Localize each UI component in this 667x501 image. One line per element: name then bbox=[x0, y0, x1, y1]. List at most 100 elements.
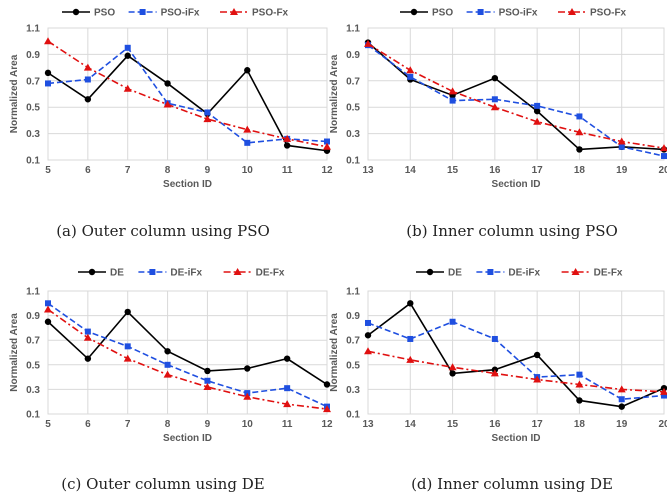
legend-label: PSO-iFx bbox=[161, 8, 200, 19]
data-point bbox=[661, 153, 667, 160]
y-axis-label: Normalized Area bbox=[329, 54, 340, 133]
x-tick-label: 8 bbox=[165, 165, 171, 176]
y-tick-label: 0.3 bbox=[26, 129, 40, 140]
x-tick-label: 20 bbox=[658, 419, 667, 430]
legend-marker bbox=[149, 269, 156, 275]
data-point bbox=[618, 143, 625, 150]
y-tick-label: 1.1 bbox=[26, 287, 40, 298]
data-point bbox=[83, 63, 92, 71]
data-point bbox=[491, 96, 498, 103]
data-point bbox=[576, 397, 583, 404]
y-tick-label: 1.1 bbox=[346, 24, 360, 35]
data-point bbox=[164, 361, 171, 368]
data-point bbox=[164, 348, 171, 355]
x-axis-label: Section ID bbox=[492, 179, 541, 190]
series-pso-fx bbox=[44, 37, 331, 150]
data-point bbox=[45, 300, 51, 307]
data-point bbox=[618, 396, 625, 403]
series-line bbox=[367, 41, 665, 151]
data-point bbox=[283, 400, 292, 408]
y-axis-label: Normalized Area bbox=[9, 313, 20, 392]
series-line bbox=[367, 350, 665, 393]
x-tick-label: 5 bbox=[45, 165, 51, 176]
data-point bbox=[365, 319, 371, 326]
legend-marker bbox=[233, 268, 242, 275]
y-tick-label: 1.1 bbox=[346, 287, 360, 298]
data-point bbox=[84, 355, 92, 362]
legend-marker bbox=[477, 9, 484, 15]
legend-label: DE-Fx bbox=[594, 268, 623, 279]
y-tick-label: 0.9 bbox=[346, 50, 360, 61]
data-point bbox=[244, 67, 251, 74]
data-point bbox=[44, 69, 52, 77]
data-point bbox=[284, 385, 291, 392]
data-point bbox=[617, 385, 626, 393]
legend-marker bbox=[139, 9, 146, 15]
x-tick-label: 10 bbox=[242, 419, 254, 430]
data-point bbox=[45, 80, 51, 87]
data-point bbox=[164, 80, 171, 87]
series-line bbox=[47, 310, 328, 386]
data-point bbox=[407, 73, 414, 80]
data-point bbox=[124, 343, 131, 350]
data-point bbox=[324, 138, 330, 145]
series-line bbox=[47, 46, 328, 144]
y-tick-label: 0.3 bbox=[346, 385, 360, 396]
data-point bbox=[490, 369, 499, 377]
data-point bbox=[323, 405, 331, 413]
figure-caption: (d) Inner column using DE bbox=[411, 475, 613, 493]
data-point bbox=[123, 354, 132, 362]
data-point bbox=[204, 377, 211, 384]
legend-label: DE-iFx bbox=[508, 268, 540, 279]
series-line bbox=[47, 40, 328, 148]
x-tick-label: 20 bbox=[658, 165, 667, 176]
data-point bbox=[660, 144, 667, 152]
data-point bbox=[44, 318, 52, 325]
data-point bbox=[364, 332, 372, 339]
series-line bbox=[47, 54, 328, 152]
series-de-fx bbox=[44, 305, 331, 413]
data-point bbox=[84, 76, 91, 83]
y-tick-label: 0.5 bbox=[346, 103, 360, 114]
data-point bbox=[449, 370, 456, 377]
x-tick-label: 9 bbox=[205, 165, 211, 176]
data-point bbox=[617, 137, 626, 145]
figure-caption: (a) Outer column using PSO bbox=[56, 222, 270, 240]
x-tick-label: 18 bbox=[574, 165, 586, 176]
data-point bbox=[575, 128, 584, 136]
series-line bbox=[367, 44, 665, 157]
y-tick-label: 0.1 bbox=[346, 410, 360, 421]
data-point bbox=[243, 125, 252, 133]
x-tick-label: 17 bbox=[532, 165, 544, 176]
x-tick-label: 10 bbox=[242, 165, 254, 176]
x-tick-label: 9 bbox=[205, 419, 211, 430]
x-tick-label: 7 bbox=[125, 419, 131, 430]
data-point bbox=[534, 102, 541, 109]
data-point bbox=[84, 96, 92, 103]
data-point bbox=[163, 370, 172, 378]
y-tick-label: 0.3 bbox=[346, 129, 360, 140]
x-tick-label: 12 bbox=[321, 419, 333, 430]
legend-label: PSO bbox=[432, 8, 453, 19]
y-tick-label: 0.9 bbox=[346, 311, 360, 322]
legend-marker bbox=[72, 8, 80, 16]
data-point bbox=[44, 305, 52, 313]
legend-label: PSO-iFx bbox=[499, 8, 538, 19]
x-tick-label: 17 bbox=[532, 419, 544, 430]
legend-label: DE bbox=[110, 268, 124, 279]
data-point bbox=[124, 52, 131, 59]
x-tick-label: 15 bbox=[447, 165, 459, 176]
legend-label: PSO-Fx bbox=[252, 8, 289, 19]
legend-label: DE bbox=[448, 268, 462, 279]
legend-label: PSO bbox=[94, 8, 115, 19]
data-point bbox=[661, 392, 667, 399]
x-tick-label: 19 bbox=[616, 419, 628, 430]
data-point bbox=[44, 37, 52, 45]
y-axis-label: Normalized Area bbox=[329, 313, 340, 392]
y-tick-label: 0.7 bbox=[26, 76, 40, 87]
data-point bbox=[204, 109, 211, 116]
data-point bbox=[407, 300, 414, 307]
data-point bbox=[406, 355, 415, 363]
legend-marker bbox=[410, 8, 418, 16]
